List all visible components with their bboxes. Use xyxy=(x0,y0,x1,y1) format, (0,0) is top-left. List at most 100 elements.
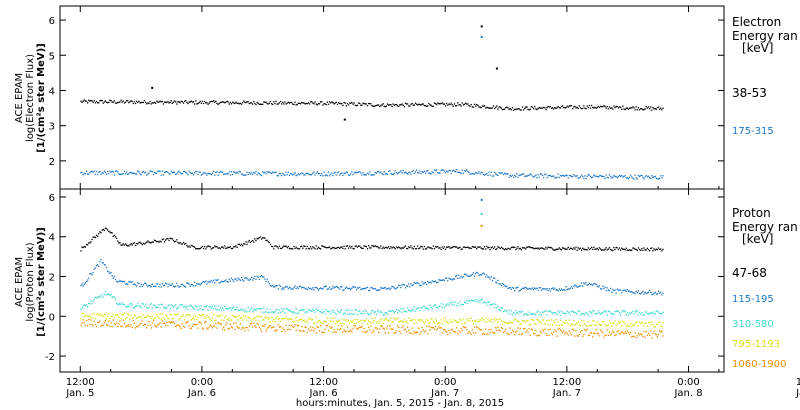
data-point xyxy=(541,174,544,176)
data-point xyxy=(384,106,386,108)
data-point xyxy=(494,306,496,308)
data-point xyxy=(335,331,337,333)
data-point xyxy=(266,278,268,280)
x-tick-date: Jan. 7 xyxy=(552,388,581,399)
data-point xyxy=(366,323,369,325)
data-point xyxy=(538,248,540,250)
data-point xyxy=(153,239,156,241)
data-point xyxy=(297,287,299,290)
data-point xyxy=(578,105,580,107)
data-point xyxy=(225,247,227,249)
data-point xyxy=(85,170,88,172)
data-point xyxy=(582,175,584,178)
data-point xyxy=(627,177,630,180)
data-point xyxy=(447,333,449,335)
data-point xyxy=(475,298,477,301)
data-point xyxy=(149,100,151,103)
data-point xyxy=(120,325,122,327)
data-point xyxy=(209,101,211,103)
data-point xyxy=(557,105,559,108)
data-point xyxy=(101,100,103,102)
data-point xyxy=(662,292,664,294)
data-point xyxy=(211,172,214,174)
data-point xyxy=(248,102,250,105)
data-point xyxy=(500,172,502,174)
data-point xyxy=(614,106,616,109)
data-point xyxy=(489,278,491,280)
data-point xyxy=(314,286,316,289)
data-point xyxy=(88,99,90,101)
data-point xyxy=(175,314,177,316)
data-point xyxy=(244,101,246,103)
data-point xyxy=(314,174,316,176)
data-point xyxy=(354,309,356,311)
data-point xyxy=(650,312,652,314)
data-point xyxy=(556,248,558,250)
data-point xyxy=(546,288,548,290)
data-point xyxy=(643,178,645,180)
data-point xyxy=(602,175,604,177)
data-point xyxy=(171,238,173,240)
data-point xyxy=(558,107,560,109)
data-point xyxy=(457,171,459,173)
data-point xyxy=(467,275,469,277)
data-point xyxy=(352,320,354,322)
data-point xyxy=(520,249,522,251)
data-point xyxy=(157,315,159,318)
data-point xyxy=(544,287,546,290)
data-point xyxy=(531,319,534,321)
data-point xyxy=(315,172,317,174)
data-point xyxy=(326,101,328,103)
data-point xyxy=(259,174,262,176)
data-point xyxy=(469,105,471,107)
data-point xyxy=(397,173,399,175)
data-point xyxy=(336,309,339,311)
data-point xyxy=(111,315,113,317)
data-point xyxy=(356,171,359,174)
data-point xyxy=(572,287,574,289)
data-point xyxy=(245,241,247,243)
data-point xyxy=(285,245,287,247)
data-point xyxy=(538,106,540,109)
data-point xyxy=(577,335,579,337)
data-point xyxy=(490,328,492,331)
data-point xyxy=(498,309,500,311)
data-point xyxy=(83,172,85,175)
data-point xyxy=(140,174,142,176)
data-point xyxy=(410,310,412,313)
data-point xyxy=(199,100,201,103)
data-point xyxy=(285,324,287,327)
data-point xyxy=(250,307,253,309)
data-point xyxy=(434,169,437,172)
data-point xyxy=(506,322,508,324)
data-point xyxy=(302,172,304,175)
data-point xyxy=(162,322,165,324)
data-point xyxy=(625,325,627,328)
data-point xyxy=(274,329,276,332)
data-point xyxy=(625,290,627,293)
data-point xyxy=(368,313,370,315)
data-point xyxy=(227,281,229,283)
data-point xyxy=(259,103,262,105)
data-point xyxy=(97,321,99,323)
data-point xyxy=(332,331,334,333)
data-point xyxy=(256,275,258,277)
data-point xyxy=(304,287,306,290)
data-point xyxy=(395,172,398,174)
data-point xyxy=(453,170,456,172)
data-point xyxy=(185,286,187,288)
x-tick-date: Jan. 6 xyxy=(309,388,338,399)
data-point xyxy=(311,288,313,291)
data-point xyxy=(321,331,323,333)
data-point xyxy=(412,284,414,286)
data-point xyxy=(317,173,320,175)
data-point xyxy=(472,323,475,325)
data-point xyxy=(599,324,602,326)
data-point xyxy=(211,305,214,307)
data-point xyxy=(275,317,277,319)
data-point xyxy=(419,310,421,312)
data-point xyxy=(610,175,612,178)
data-point xyxy=(448,304,450,306)
data-point xyxy=(478,328,480,330)
data-point xyxy=(247,307,249,309)
